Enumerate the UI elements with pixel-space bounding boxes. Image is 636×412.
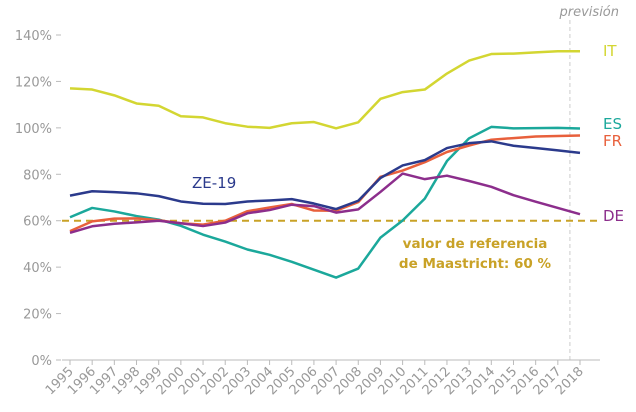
y-tick-label: 120% [15,75,52,90]
series-label: ES [603,115,622,133]
y-tick-label: 80% [23,168,52,183]
y-tick-label: 60% [23,215,52,230]
series-label: ZE-19 [192,174,236,192]
series-label: IT [603,42,617,60]
forecast-label: previsión [559,5,619,20]
y-tick-label: 100% [15,122,52,137]
y-tick-label: 40% [23,261,52,276]
y-tick-label: 20% [23,308,52,323]
series-line [69,50,580,130]
series-label: DE [603,207,624,225]
series-label: FR [603,132,622,150]
reference-label: valor de referencia [403,236,548,252]
series-line [69,140,581,211]
series-line [69,172,581,234]
y-tick-label: 140% [15,29,52,44]
series-line [69,125,581,279]
reference-label: de Maastricht: 60 % [399,256,552,272]
y-tick-label: 0% [31,354,52,369]
